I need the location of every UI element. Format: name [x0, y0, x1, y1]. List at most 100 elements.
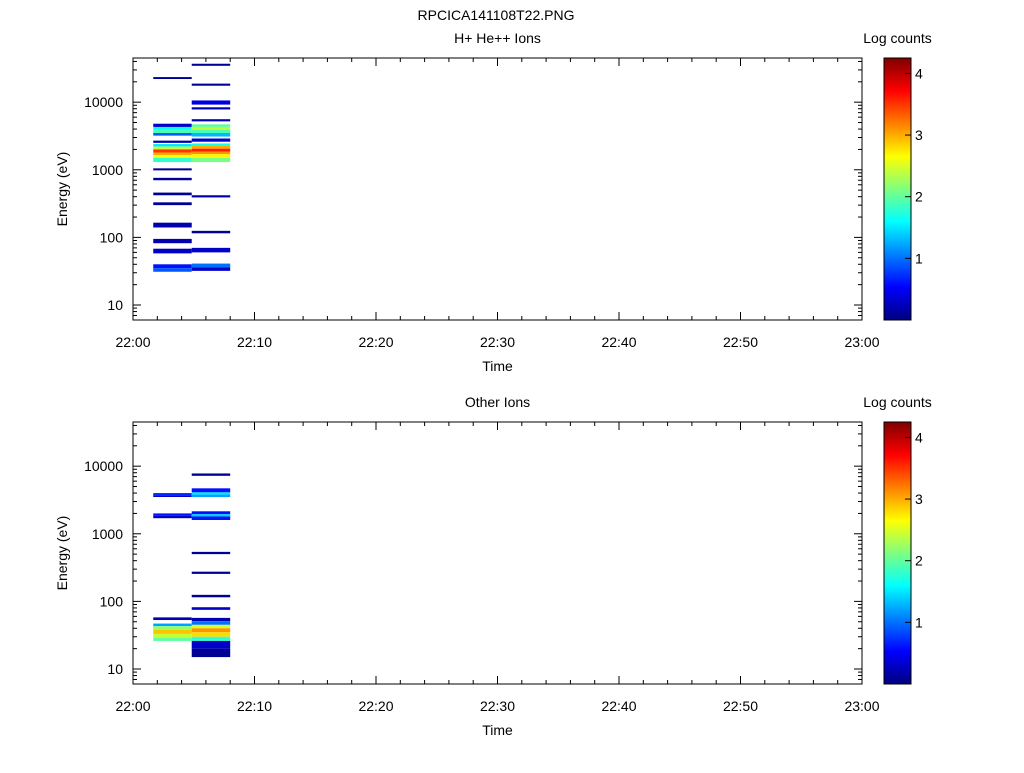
heatmap-cell — [191, 617, 231, 622]
colorbar: Log counts 1 2 3 4 — [863, 394, 932, 685]
y-tick-label: 1000 — [92, 162, 123, 178]
plot-frame — [132, 57, 863, 321]
heatmap-cell — [153, 617, 192, 621]
colorbar-tick-label: 3 — [915, 127, 923, 143]
heatmap-cell — [153, 202, 192, 206]
heatmap-cell — [153, 146, 192, 150]
heatmap-cell — [191, 621, 231, 625]
heatmap-cell — [191, 154, 231, 158]
y-tick-label: 10000 — [84, 458, 123, 474]
heatmap-cell — [191, 124, 231, 127]
x-tick-label: 22:50 — [723, 334, 758, 350]
heatmap-cell — [191, 632, 231, 637]
heatmap-cell — [153, 493, 192, 496]
heatmap-cell — [153, 515, 192, 519]
heatmap-cell — [191, 267, 231, 271]
heatmap-cell — [191, 648, 231, 658]
colorbar-gradient — [883, 57, 912, 321]
heatmap-cell — [191, 107, 231, 110]
x-tick-label: 22:40 — [601, 698, 636, 714]
x-tick-label: 22:50 — [723, 698, 758, 714]
heatmap-cell — [191, 119, 231, 122]
heatmap-cell — [153, 155, 192, 158]
heatmap-cell — [191, 230, 231, 234]
heatmap-cell — [153, 140, 192, 143]
colorbar: Log counts 1 2 3 4 — [863, 30, 932, 321]
heatmap-cell — [191, 551, 231, 555]
colorbar-tick-label: 2 — [915, 553, 923, 569]
x-tick-label: 22:30 — [480, 698, 515, 714]
colorbar-label: Log counts — [863, 394, 932, 410]
heatmap-cell — [191, 195, 231, 198]
x-tick-label: 22:20 — [358, 698, 393, 714]
colorbar-label: Log counts — [863, 30, 932, 46]
heatmap-cell — [153, 264, 192, 269]
x-axis-label: Time — [482, 722, 513, 738]
x-tick-label: 22:00 — [115, 334, 150, 350]
y-tick-label: 100 — [100, 229, 124, 245]
heatmap-cell — [191, 138, 231, 142]
colorbar-tick-label: 4 — [915, 65, 923, 81]
plot-frame — [132, 421, 863, 685]
heatmap-cell — [191, 514, 231, 517]
heatmap-cell — [153, 157, 192, 163]
heatmap-cell — [191, 83, 231, 86]
heatmap-cell — [153, 238, 192, 244]
heatmap-cell — [191, 263, 231, 268]
y-tick-label: 10 — [107, 297, 123, 313]
panel-title: H+ He++ Ions — [454, 30, 541, 46]
y-tick-label: 10000 — [84, 94, 123, 110]
heatmap-cell — [191, 100, 231, 105]
heatmap-cell — [191, 247, 231, 253]
y-tick-label: 1000 — [92, 526, 123, 542]
colorbar-tick-label: 3 — [915, 491, 923, 507]
heatmap-cell — [191, 126, 231, 130]
heatmap-cell — [153, 513, 192, 516]
heatmap-cell — [153, 77, 192, 80]
x-axis-label: Time — [482, 358, 513, 374]
heatmap-cell — [191, 640, 231, 649]
x-tick-label: 22:10 — [237, 698, 272, 714]
heatmap-cell — [191, 145, 231, 149]
heatmap-cell — [153, 192, 192, 196]
heatmap-cell — [153, 149, 192, 153]
heatmap-cell — [153, 222, 192, 228]
colorbar-tick-label: 1 — [915, 250, 923, 266]
heatmap-cell — [191, 624, 231, 629]
heatmap-cell — [191, 607, 231, 610]
heatmap-cell — [191, 132, 231, 137]
heatmap-cell — [191, 492, 231, 495]
heatmap-cell — [153, 626, 192, 630]
x-tick-label: 22:40 — [601, 334, 636, 350]
heatmap-cell — [191, 636, 231, 641]
figure-title: RPCICA141108T22.PNG — [418, 7, 575, 23]
x-tick-label: 23:00 — [844, 698, 879, 714]
x-tick-label: 22:10 — [237, 334, 272, 350]
y-tick-label: 10 — [107, 661, 123, 677]
heatmap-cell — [191, 511, 231, 515]
heatmap-cell — [191, 143, 231, 146]
heatmap-cell — [191, 594, 231, 598]
heatmap-cell — [191, 571, 231, 574]
x-tick-label: 23:00 — [844, 334, 879, 350]
heatmap-cell — [191, 628, 231, 633]
heatmap-cell — [153, 177, 192, 181]
heatmap-cell — [153, 168, 192, 171]
heatmap-cell — [153, 123, 192, 127]
data-cells — [153, 473, 231, 658]
heatmap-cell — [191, 63, 231, 66]
heatmap-cell — [153, 268, 192, 272]
heatmap-cell — [153, 144, 192, 147]
colorbar-gradient — [883, 421, 912, 685]
heatmap-cell — [153, 633, 192, 638]
data-cells — [153, 63, 231, 272]
heatmap-cell — [191, 148, 231, 152]
colorbar-tick-label: 4 — [915, 429, 923, 445]
y-tick-label: 100 — [100, 593, 124, 609]
heatmap-cell — [153, 132, 192, 136]
heatmap-cell — [191, 151, 231, 155]
heatmap-cell — [153, 623, 192, 627]
heatmap-cell — [153, 248, 192, 254]
heatmap-cell — [191, 129, 231, 133]
